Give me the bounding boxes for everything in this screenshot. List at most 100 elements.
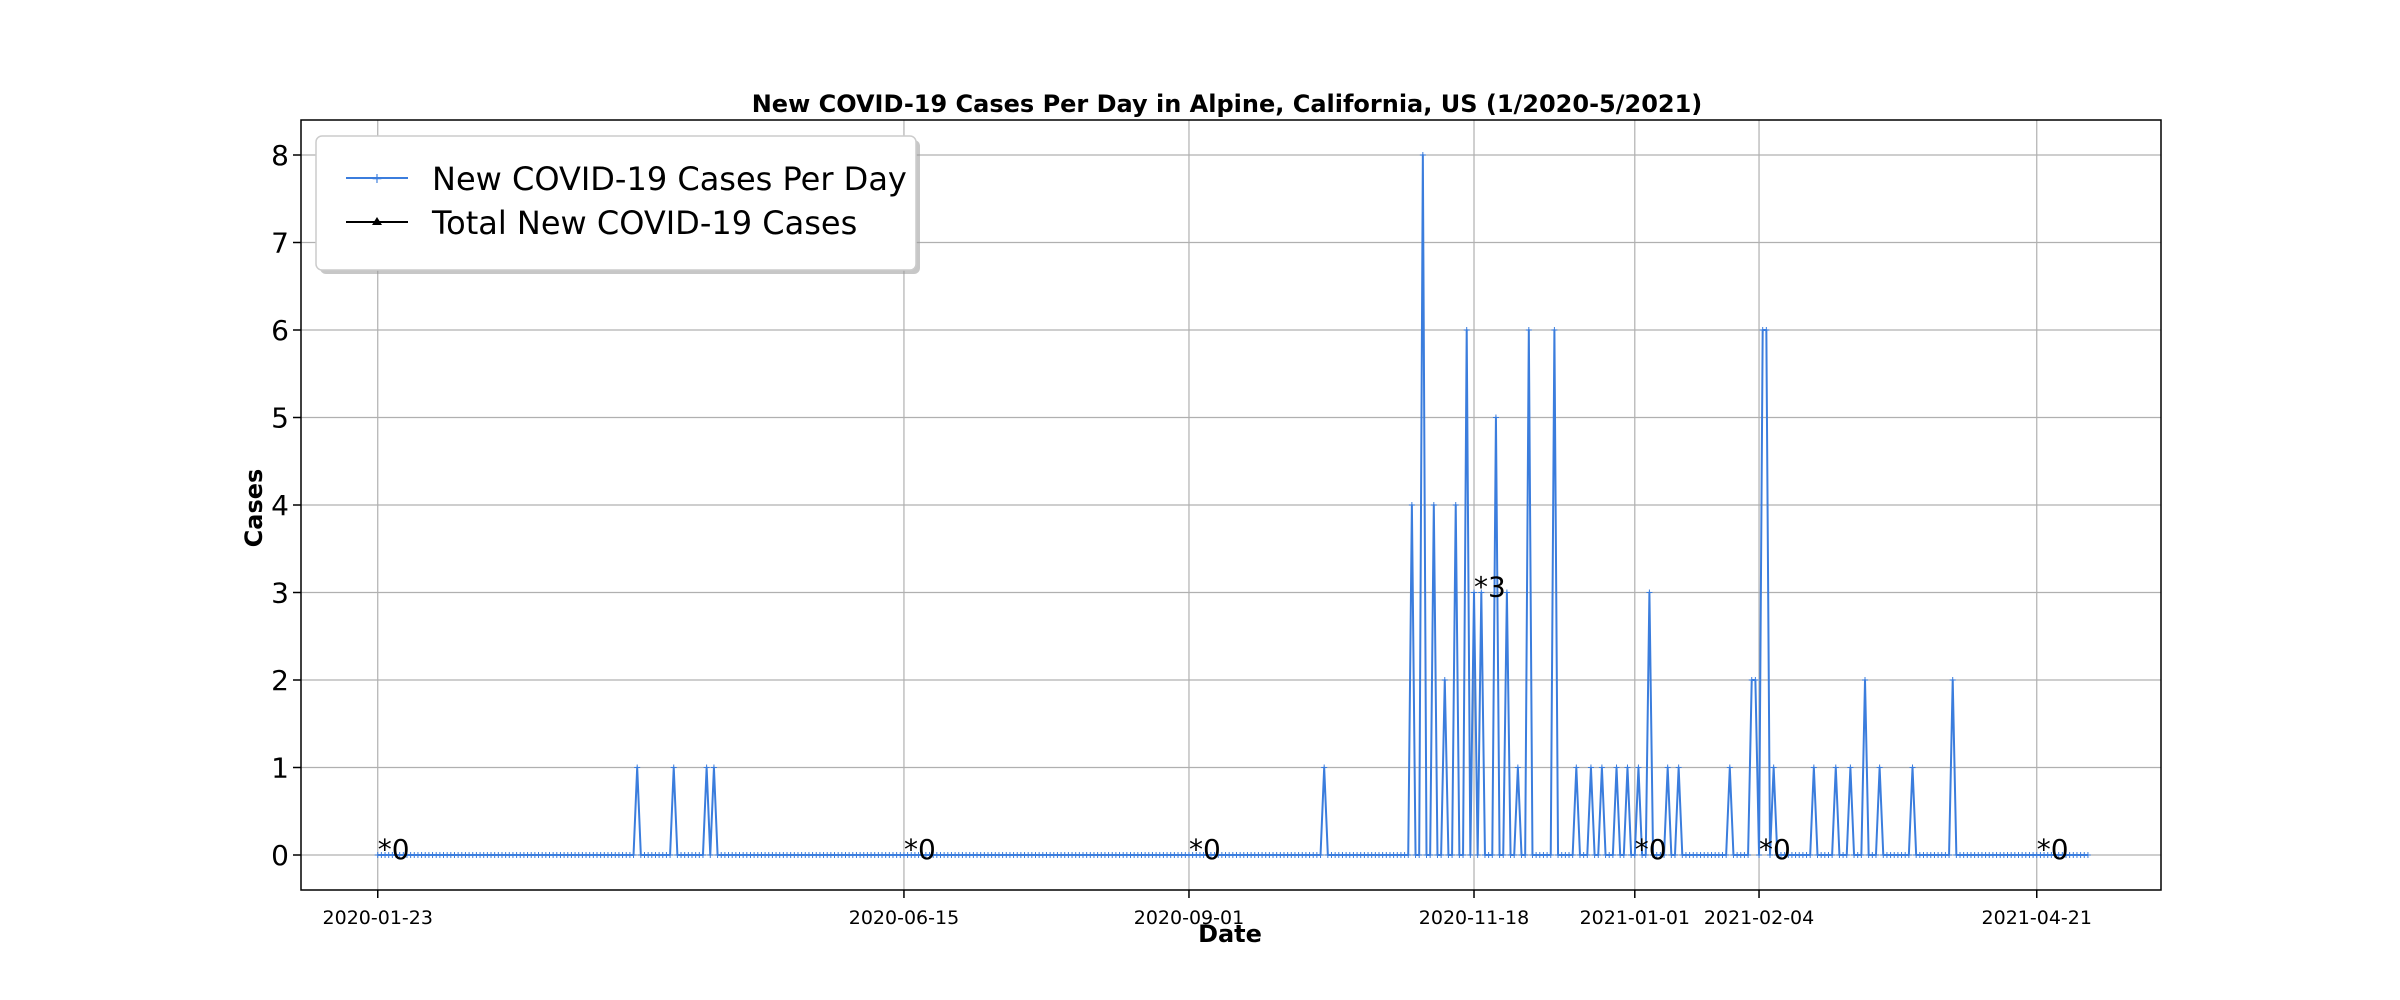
annotation-0: *0 [378,833,410,866]
point-marker-420 [1909,764,1916,771]
point-marker-398 [1829,852,1836,858]
legend: + New COVID-19 Cases Per Day Total New C… [315,135,920,274]
point-marker-332 [1587,764,1594,771]
point-marker-347 [1642,852,1649,858]
annotation-4: *0 [1635,833,1667,866]
y-tick-label-3: 3 [271,577,289,610]
annotation-1: *0 [904,833,936,866]
y-axis-label: Cases [240,469,268,548]
point-marker-300 [1471,589,1478,596]
point-marker-393 [1810,764,1817,771]
y-tick-label-2: 2 [271,664,289,697]
point-marker-294 [1449,852,1456,858]
point-marker-410 [1872,852,1879,858]
point-marker-306 [1492,414,1499,421]
point-marker-345 [1635,764,1642,771]
point-marker-378 [1756,852,1763,858]
legend-marker-series-1 [372,217,382,225]
point-marker-289 [1430,502,1437,508]
point-marker-322 [1551,327,1558,333]
point-marker-356 [1675,764,1682,771]
chart-title: New COVID-19 Cases Per Day in Alpine, Ca… [752,90,1703,118]
x-tick-label-2021-01-01: 2021-01-01 [1580,907,1690,929]
y-tick-label-8: 8 [271,139,289,172]
point-marker-375 [1745,852,1752,858]
point-marker-402 [1843,852,1850,858]
point-marker-468 [2084,852,2091,858]
point-marker-314 [1522,852,1529,858]
x-axis-label: Date [1198,920,1262,948]
point-marker-407 [1862,677,1869,683]
point-marker-298 [1463,327,1470,333]
point-marker-312 [1514,764,1521,771]
y-tick-label-0: 0 [271,839,289,872]
point-marker-411 [1876,764,1883,771]
point-marker-377 [1752,677,1759,683]
point-marker-352 [1661,852,1668,858]
x-tick-label-2020-09-01: 2020-09-01 [1134,907,1244,929]
point-marker-342 [1624,764,1631,771]
point-marker-89 [699,852,706,858]
annotation-5: *0 [1759,833,1791,866]
point-marker-308 [1500,852,1507,858]
annotation-2: *0 [1189,833,1221,866]
x-tick-label-2020-11-18: 2020-11-18 [1419,907,1529,929]
annotations: *0 *0 *0 *3 *0 *0 *0 [378,571,2069,867]
point-marker-353 [1664,764,1671,771]
point-marker-285 [1416,852,1423,858]
x-tick-label-2020-01-23: 2020-01-23 [323,907,433,929]
y-tick-label-6: 6 [271,314,289,347]
point-marker-283 [1408,502,1415,508]
point-marker-299 [1467,852,1474,858]
x-tick-label-2021-04-21: 2021-04-21 [1982,907,2092,929]
point-marker-380 [1763,327,1770,333]
point-marker-259 [1321,764,1328,771]
point-marker-403 [1847,764,1854,771]
legend-marker-series-0: + [371,171,383,187]
point-marker-295 [1452,502,1459,508]
point-marker-292 [1441,677,1448,683]
x-ticks: 2020-01-23 2020-06-15 2020-09-01 2020-11-18… [323,890,2092,929]
point-marker-70 [630,852,637,858]
point-marker-382 [1770,764,1777,771]
point-marker-81 [670,764,677,771]
point-marker-80 [667,852,674,858]
point-marker-348 [1646,589,1653,596]
point-marker-328 [1573,764,1580,771]
point-marker-305 [1489,852,1496,858]
annotation-3: *3 [1474,571,1506,604]
x-tick-label-2021-02-04: 2021-02-04 [1704,907,1814,929]
point-marker-71 [634,764,641,771]
point-marker-282 [1405,852,1412,858]
point-marker-381 [1767,852,1773,858]
point-marker-430 [1946,852,1953,858]
point-marker-297 [1460,852,1467,858]
legend-box [315,135,917,271]
point-marker-431 [1949,677,1956,683]
point-marker-341 [1620,852,1627,858]
legend-label-series-1: Total New COVID-19 Cases [431,204,857,242]
annotation-6: *0 [2037,833,2069,866]
y-tick-label-1: 1 [271,752,289,785]
point-marker-286 [1419,152,1426,158]
point-marker-338 [1609,852,1616,858]
point-marker-335 [1598,764,1605,771]
point-marker-334 [1595,852,1602,858]
point-marker-369 [1723,852,1730,858]
point-marker-90 [703,764,710,771]
legend-label-series-0: New COVID-19 Cases Per Day [432,160,907,198]
point-marker-370 [1726,764,1733,771]
point-marker-301 [1474,852,1481,858]
point-marker-344 [1631,852,1638,858]
point-marker-406 [1858,852,1865,858]
point-marker-331 [1584,852,1591,858]
point-marker-92 [710,764,717,771]
point-marker-399 [1832,764,1839,771]
point-marker-309 [1503,589,1510,596]
point-marker-327 [1569,852,1576,858]
y-tick-label-4: 4 [271,489,289,522]
series-layer [374,152,2091,858]
point-marker-315 [1525,327,1532,333]
point-marker-302 [1478,589,1485,596]
